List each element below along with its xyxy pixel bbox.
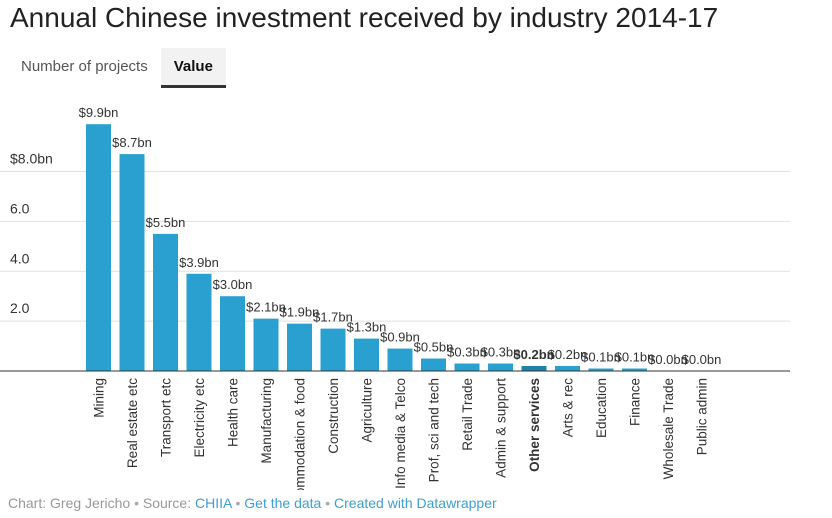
bar bbox=[253, 318, 279, 371]
y-tick-label: $8.0bn bbox=[10, 151, 53, 167]
bar bbox=[320, 328, 346, 371]
footer-separator: • bbox=[235, 495, 241, 511]
category-label: Transport etc bbox=[159, 378, 174, 457]
bar-value-label: $0.9bn bbox=[380, 330, 420, 345]
category-label: Wholesale Trade bbox=[661, 378, 676, 479]
category-label: Public admin bbox=[695, 378, 710, 455]
bar bbox=[387, 348, 413, 371]
category-label: Arts & rec bbox=[561, 378, 576, 438]
bar-value-label: $2.1bn bbox=[246, 300, 286, 315]
y-tick-label: 2.0 bbox=[10, 300, 30, 316]
tab-number-of-projects[interactable]: Number of projects bbox=[21, 58, 148, 75]
bar bbox=[287, 323, 312, 371]
category-label: Retail Trade bbox=[460, 378, 475, 451]
y-tick-label: 6.0 bbox=[10, 200, 30, 216]
bar-value-label: $8.7bn bbox=[112, 135, 152, 150]
bar-value-label: $5.5bn bbox=[146, 215, 186, 230]
category-label: Info media & Telco bbox=[393, 378, 408, 489]
category-label: Real estate etc bbox=[125, 378, 140, 468]
category-label: Admin & support bbox=[494, 378, 509, 478]
category-label: Health care bbox=[226, 378, 241, 447]
category-label: Education bbox=[594, 378, 609, 438]
bar-value-label: $0.3bn bbox=[447, 345, 487, 360]
category-label: Construction bbox=[326, 378, 341, 454]
category-label: Accommodation & food bbox=[293, 378, 308, 490]
bar bbox=[220, 296, 245, 371]
bar bbox=[86, 124, 111, 372]
bar bbox=[521, 366, 547, 371]
bar bbox=[454, 363, 480, 371]
category-label: Mining bbox=[92, 378, 107, 418]
bar-value-label: $0.0bn bbox=[648, 352, 688, 367]
footer-credit: Chart: Greg Jericho bbox=[8, 495, 131, 511]
bar bbox=[488, 363, 513, 371]
bar-value-label: $0.2bn bbox=[513, 347, 554, 362]
footer-separator: • bbox=[325, 495, 331, 511]
bar-value-label: $1.9bn bbox=[280, 305, 320, 320]
bar bbox=[588, 368, 614, 371]
category-label: Other services bbox=[527, 378, 542, 472]
bar bbox=[186, 273, 212, 371]
bar-value-label: $3.9bn bbox=[179, 255, 219, 270]
bar-value-label: $0.5bn bbox=[414, 340, 454, 355]
y-tick-label: 4.0 bbox=[10, 250, 30, 266]
bar bbox=[119, 154, 145, 371]
bar-value-label: $1.3bn bbox=[347, 320, 387, 335]
bar-value-label: $3.0bn bbox=[213, 277, 253, 292]
bar bbox=[421, 358, 446, 371]
category-label: Prof, sci and tech bbox=[427, 378, 442, 482]
bar-value-label: $0.2bn bbox=[548, 347, 588, 362]
bar-value-label: $0.3bn bbox=[481, 345, 521, 360]
get-data-link[interactable]: Get the data bbox=[244, 495, 322, 511]
bar-chart: 2.0 4.0 6.0 $8.0bn $9.9bn Mining $8.7bn Real es… bbox=[0, 105, 790, 490]
category-label: Electricity etc bbox=[192, 378, 207, 458]
bar bbox=[153, 233, 178, 371]
footer-separator: • bbox=[134, 495, 139, 511]
chart-footer: Chart: Greg Jericho • Source: CHIIA • Ge… bbox=[8, 495, 497, 511]
bar-value-label: $0.0bn bbox=[682, 352, 722, 367]
bar-value-label: $1.7bn bbox=[313, 310, 353, 325]
category-label: Agriculture bbox=[360, 378, 375, 443]
bar-value-label: $9.9bn bbox=[79, 105, 119, 120]
tab-bar: Number of projects Value bbox=[8, 48, 226, 88]
bar-value-label: $0.1bn bbox=[615, 350, 655, 365]
bar bbox=[622, 368, 647, 371]
chart-title: Annual Chinese investment received by in… bbox=[10, 2, 719, 33]
bar bbox=[555, 366, 580, 371]
tab-value[interactable]: Value bbox=[160, 48, 226, 88]
category-label: Finance bbox=[628, 378, 643, 426]
footer-source-label: Source: bbox=[142, 495, 192, 511]
bar-value-label: $0.1bn bbox=[581, 350, 621, 365]
datawrapper-link[interactable]: Created with Datawrapper bbox=[334, 495, 497, 511]
bar bbox=[354, 338, 379, 371]
category-label: Manufacturing bbox=[259, 378, 274, 464]
source-link[interactable]: CHIIA bbox=[195, 495, 232, 511]
